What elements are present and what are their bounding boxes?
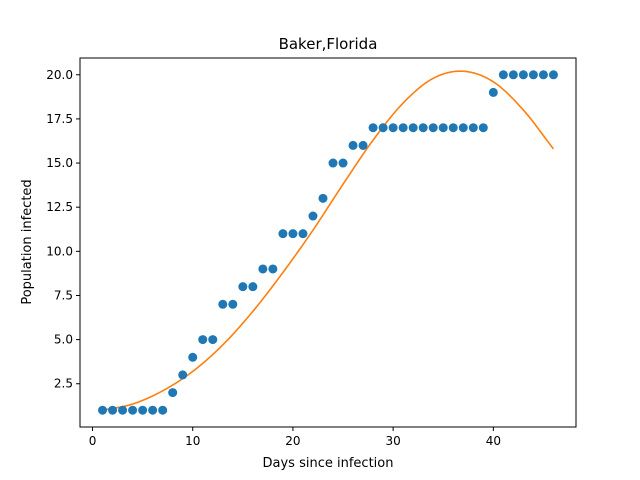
scatter-point — [498, 70, 508, 80]
scatter-point — [488, 87, 498, 97]
chart-title: Baker,Florida — [279, 35, 378, 53]
scatter-point — [268, 264, 278, 274]
y-tick-label: 2.5 — [54, 377, 73, 391]
scatter-point — [408, 123, 418, 133]
x-tick-label: 40 — [486, 434, 501, 448]
y-tick-label: 10.0 — [46, 244, 73, 258]
scatter-point — [308, 211, 318, 221]
x-axis-ticks: 0 10 20 30 40 — [89, 427, 501, 448]
scatter-point — [238, 282, 248, 292]
scatter-point — [168, 388, 178, 398]
scatter-point — [208, 335, 218, 345]
scatter-point — [348, 140, 358, 150]
x-tick-label: 10 — [185, 434, 200, 448]
scatter-point — [538, 70, 548, 80]
scatter-point — [388, 123, 398, 133]
scatter-point — [288, 229, 298, 239]
y-tick-label: 12.5 — [46, 200, 73, 214]
scatter-point — [368, 123, 378, 133]
scatter-point — [128, 405, 138, 415]
x-axis-label: Days since infection — [263, 456, 394, 471]
scatter-point — [318, 193, 328, 203]
scatter-point — [548, 70, 558, 80]
scatter-point — [458, 123, 468, 133]
scatter-point — [108, 405, 118, 415]
scatter-point — [138, 405, 148, 415]
y-tick-label: 17.5 — [46, 112, 73, 126]
scatter-point — [448, 123, 458, 133]
scatter-point — [438, 123, 448, 133]
scatter-point — [118, 405, 128, 415]
y-tick-label: 7.5 — [54, 288, 73, 302]
scatter-point — [428, 123, 438, 133]
y-tick-label: 20.0 — [46, 68, 73, 82]
scatter-point — [478, 123, 488, 133]
x-tick-label: 0 — [89, 434, 97, 448]
scatter-point — [378, 123, 388, 133]
fit-line — [102, 70, 555, 412]
scatter-point — [298, 229, 308, 239]
scatter-point — [518, 70, 528, 80]
scatter-point — [328, 158, 338, 168]
scatter-point — [218, 299, 228, 309]
scatter-point — [418, 123, 428, 133]
x-tick-label: 20 — [285, 434, 300, 448]
scatter-point — [278, 229, 288, 239]
scatter-point — [148, 405, 158, 415]
y-tick-label: 5.0 — [54, 333, 73, 347]
scatter-point — [158, 405, 168, 415]
scatter-point — [338, 158, 348, 168]
scatter-point — [358, 140, 368, 150]
scatter-point — [188, 352, 198, 362]
scatter-point — [98, 405, 108, 415]
y-axis-ticks: 2.5 5.0 7.5 10.0 12.5 15.0 17.5 20.0 — [46, 68, 80, 391]
scatter-point — [508, 70, 518, 80]
fit-line-series — [102, 70, 555, 412]
scatter-series — [98, 70, 558, 415]
plot-frame — [79, 57, 577, 428]
scatter-point — [398, 123, 408, 133]
scatter-point — [528, 70, 538, 80]
y-tick-label: 15.0 — [46, 156, 73, 170]
scatter-point — [468, 123, 478, 133]
y-axis-label: Population infected — [20, 179, 35, 304]
scatter-point — [248, 282, 258, 292]
scatter-point — [178, 370, 188, 380]
scatter-point — [198, 335, 208, 345]
scatter-point — [258, 264, 268, 274]
x-tick-label: 30 — [385, 434, 400, 448]
scatter-point — [228, 299, 238, 309]
